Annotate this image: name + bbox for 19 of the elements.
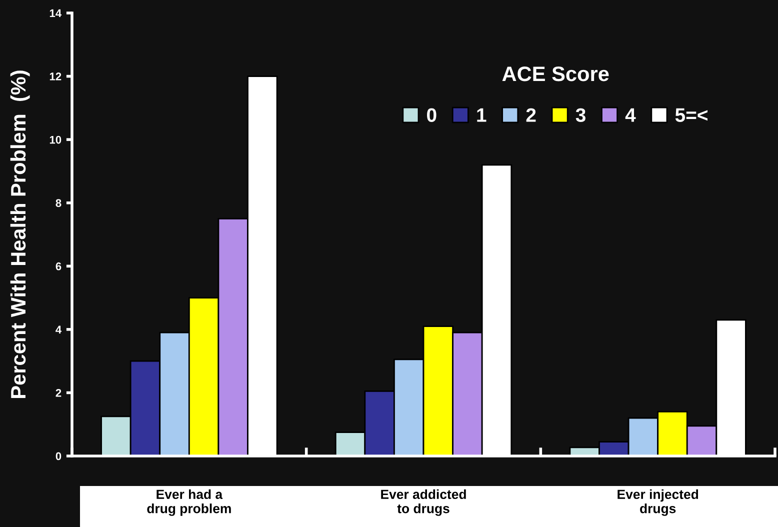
x-tick-label: Ever had a drug problem	[147, 489, 231, 516]
legend-label: 3	[576, 108, 586, 122]
y-tick-label: 8	[56, 199, 62, 207]
y-tick-label: 14	[50, 9, 62, 18]
x-tick-label: Ever addicted to drugs	[381, 489, 466, 516]
legend-label: 1	[477, 108, 486, 122]
y-tick-label: 10	[50, 136, 62, 144]
legend-label: 4	[625, 108, 636, 122]
legend-title: ACE Score	[502, 66, 609, 82]
y-tick-label: 6	[56, 262, 62, 270]
y-tick-label: 0	[56, 452, 62, 460]
y-axis-title: Percent With Health Problem (%)	[10, 70, 30, 398]
y-tick-label: 2	[56, 388, 62, 397]
legend-label: 0	[427, 108, 436, 122]
y-tick-label: 4	[56, 326, 62, 334]
legend-label: 5=<	[675, 108, 708, 122]
y-tick-label: 12	[50, 72, 62, 80]
legend-label: 2	[526, 108, 536, 122]
x-tick-label: Ever injected drugs	[618, 489, 698, 516]
